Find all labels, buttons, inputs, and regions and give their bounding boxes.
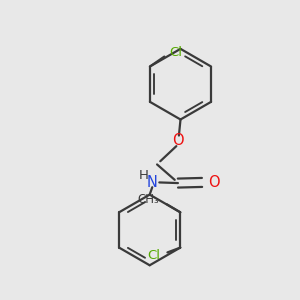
- Text: Cl: Cl: [169, 46, 182, 59]
- Text: O: O: [172, 133, 184, 148]
- Text: Cl: Cl: [147, 249, 160, 262]
- Text: N: N: [147, 175, 158, 190]
- Text: H: H: [138, 169, 148, 182]
- Text: O: O: [208, 175, 219, 190]
- Text: CH₃: CH₃: [138, 193, 159, 206]
